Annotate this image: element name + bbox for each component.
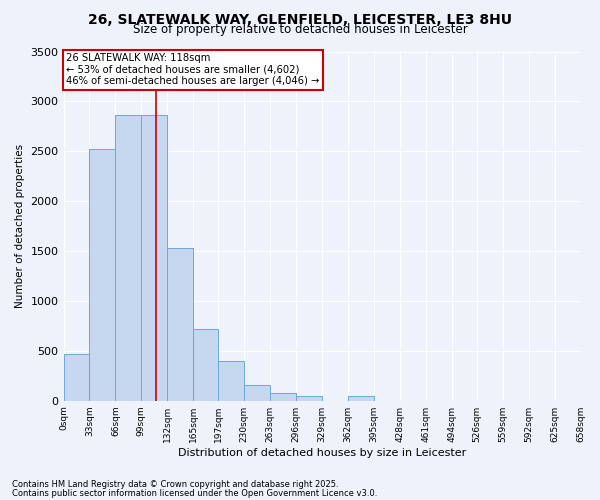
- Bar: [270, 392, 296, 400]
- Bar: [348, 396, 374, 400]
- Bar: [142, 116, 167, 401]
- Bar: [167, 248, 193, 400]
- Text: 26 SLATEWALK WAY: 118sqm
← 53% of detached houses are smaller (4,602)
46% of sem: 26 SLATEWALK WAY: 118sqm ← 53% of detach…: [66, 53, 320, 86]
- X-axis label: Distribution of detached houses by size in Leicester: Distribution of detached houses by size …: [178, 448, 466, 458]
- Bar: [244, 385, 270, 400]
- Bar: [218, 361, 244, 401]
- Bar: [193, 329, 218, 400]
- Y-axis label: Number of detached properties: Number of detached properties: [15, 144, 25, 308]
- Text: Size of property relative to detached houses in Leicester: Size of property relative to detached ho…: [133, 22, 467, 36]
- Text: 26, SLATEWALK WAY, GLENFIELD, LEICESTER, LE3 8HU: 26, SLATEWALK WAY, GLENFIELD, LEICESTER,…: [88, 12, 512, 26]
- Bar: [296, 396, 322, 400]
- Bar: [115, 116, 142, 401]
- Text: Contains HM Land Registry data © Crown copyright and database right 2025.: Contains HM Land Registry data © Crown c…: [12, 480, 338, 489]
- Bar: [64, 354, 89, 401]
- Bar: [89, 150, 115, 400]
- Text: Contains public sector information licensed under the Open Government Licence v3: Contains public sector information licen…: [12, 488, 377, 498]
